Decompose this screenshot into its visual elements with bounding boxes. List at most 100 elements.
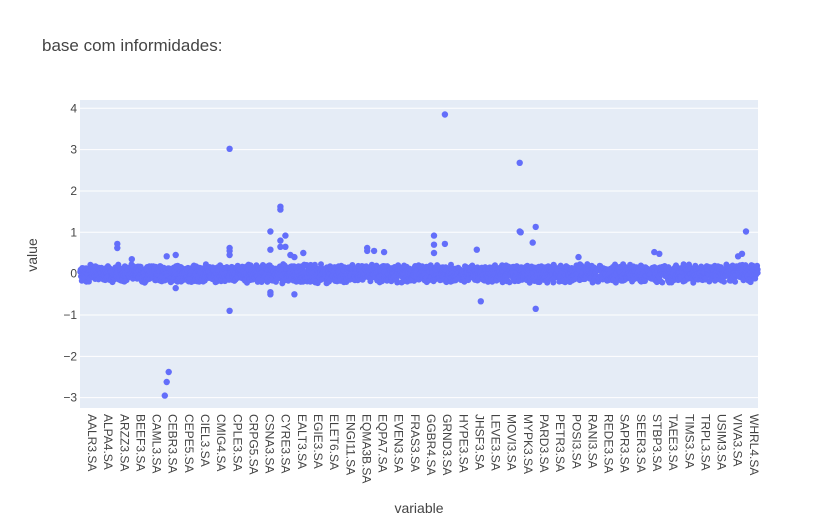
outlier-point[interactable] xyxy=(277,206,284,213)
x-tick-label: ALPA4.SA xyxy=(101,414,115,470)
outlier-point[interactable] xyxy=(267,228,274,235)
x-tick-label: EGIE3.SA xyxy=(311,414,325,469)
outlier-point[interactable] xyxy=(172,251,179,259)
data-point xyxy=(659,279,666,286)
chart-title: base com informidades: xyxy=(42,36,222,55)
outlier-point[interactable] xyxy=(163,378,170,386)
outlier-point[interactable] xyxy=(473,246,480,253)
outlier-point[interactable] xyxy=(163,253,170,260)
y-tick-label: 2 xyxy=(70,184,77,198)
data-point xyxy=(394,279,401,286)
x-tick-label: EQMA3B.SA xyxy=(359,414,373,483)
x-tick-label: CMIG4.SA xyxy=(214,414,228,471)
y-tick-label: 4 xyxy=(70,101,77,115)
outlier-point[interactable] xyxy=(114,244,121,252)
x-tick-label: ENGI11.SA xyxy=(343,414,357,475)
x-tick-label: CYRE3.SA xyxy=(279,414,293,473)
x-tick-label: REDE3.SA xyxy=(602,414,616,473)
y-tick-label: −3 xyxy=(63,391,77,405)
y-tick-label: 0 xyxy=(70,267,77,281)
x-tick-label: VIVA3.SA xyxy=(731,414,745,466)
outlier-point[interactable] xyxy=(441,111,449,118)
x-tick-label: TRPL3.SA xyxy=(698,414,712,471)
x-axis-title: variable xyxy=(394,500,443,516)
x-tick-label: MYPK3.SA xyxy=(521,414,535,474)
outlier-point[interactable] xyxy=(477,298,484,305)
outlier-point[interactable] xyxy=(575,253,582,261)
outlier-point[interactable] xyxy=(282,243,289,250)
outlier-point[interactable] xyxy=(742,228,750,235)
outlier-point[interactable] xyxy=(516,159,523,166)
outlier-point[interactable] xyxy=(651,248,658,256)
outlier-point[interactable] xyxy=(277,237,284,244)
x-tick-label: ARZZ3.SA xyxy=(117,414,131,471)
outlier-point[interactable] xyxy=(517,229,524,236)
x-tick-label: CEPE5.SA xyxy=(182,414,196,473)
x-tick-label: CPLE3.SA xyxy=(230,414,244,471)
x-tick-label: SEER3.SA xyxy=(634,414,648,473)
outlier-point[interactable] xyxy=(226,251,233,259)
y-axis-title: value xyxy=(24,238,40,272)
data-point xyxy=(732,278,739,285)
y-tick-label: −1 xyxy=(63,308,77,322)
x-tick-label: CAML3.SA xyxy=(150,414,164,473)
data-points xyxy=(77,111,761,399)
outlier-point[interactable] xyxy=(282,232,289,239)
x-tick-label: LEVE3.SA xyxy=(489,414,503,471)
outlier-point[interactable] xyxy=(172,284,179,292)
x-tick-label: CEBR3.SA xyxy=(166,414,180,473)
outlier-point[interactable] xyxy=(380,248,388,256)
x-tick-label: AALR3.SA xyxy=(85,414,99,471)
x-tick-label: TAEE3.SA xyxy=(666,414,680,470)
x-tick-label: MOVI3.SA xyxy=(505,414,519,471)
outlier-point[interactable] xyxy=(738,250,746,257)
outlier-point[interactable] xyxy=(291,291,298,298)
outlier-point[interactable] xyxy=(364,247,371,255)
x-tick-label: EALT3.SA xyxy=(295,414,309,469)
outlier-point[interactable] xyxy=(226,145,233,152)
x-tick-label: USIM3.SA xyxy=(715,414,729,470)
x-tick-label: HYPE3.SA xyxy=(456,414,470,473)
x-tick-label: TIMS3.SA xyxy=(682,414,696,469)
outlier-point[interactable] xyxy=(291,253,298,261)
outlier-point[interactable] xyxy=(532,305,539,312)
outlier-point[interactable] xyxy=(529,239,536,246)
x-tick-label: JHSF3.SA xyxy=(472,414,486,470)
y-tick-label: 1 xyxy=(70,225,77,239)
x-tick-label: STBP3.SA xyxy=(650,414,664,471)
x-tick-label: SAPR3.SA xyxy=(618,414,632,473)
x-tick-label: BEEF3.SA xyxy=(133,414,147,471)
outlier-point[interactable] xyxy=(430,232,438,239)
outlier-point[interactable] xyxy=(656,250,663,257)
outlier-point[interactable] xyxy=(277,243,284,250)
outlier-point[interactable] xyxy=(165,368,172,376)
x-tick-label: GGBR4.SA xyxy=(424,414,438,475)
data-point xyxy=(506,279,513,286)
y-axis-ticks: −3 −2 −1 0 1 2 3 4 xyxy=(63,101,77,404)
outlier-point[interactable] xyxy=(532,223,539,231)
outlier-point[interactable] xyxy=(128,256,135,263)
outlier-point[interactable] xyxy=(430,249,438,257)
data-point xyxy=(754,269,761,276)
x-tick-label: GRND3.SA xyxy=(440,414,454,475)
x-tick-label: EQPA7.SA xyxy=(376,414,390,472)
data-point xyxy=(690,279,697,286)
data-point xyxy=(642,278,648,284)
outlier-point[interactable] xyxy=(430,241,438,248)
outlier-point[interactable] xyxy=(267,291,274,298)
outlier-point[interactable] xyxy=(226,307,233,314)
outlier-point[interactable] xyxy=(161,392,168,399)
outlier-point[interactable] xyxy=(441,240,449,248)
y-tick-label: 3 xyxy=(70,143,77,157)
x-tick-label: PARD3.SA xyxy=(537,414,551,472)
x-tick-label: EVEN3.SA xyxy=(392,414,406,473)
x-tick-label: WHRL4.SA xyxy=(747,414,761,475)
x-tick-label: POSI3.SA xyxy=(569,414,583,469)
x-tick-label: CRPG5.SA xyxy=(246,414,260,475)
outlier-point[interactable] xyxy=(300,249,307,257)
outlier-point[interactable] xyxy=(267,246,274,253)
outlier-point[interactable] xyxy=(370,247,378,255)
y-tick-label: −2 xyxy=(63,349,77,363)
x-tick-label: ELET6.SA xyxy=(327,414,341,470)
